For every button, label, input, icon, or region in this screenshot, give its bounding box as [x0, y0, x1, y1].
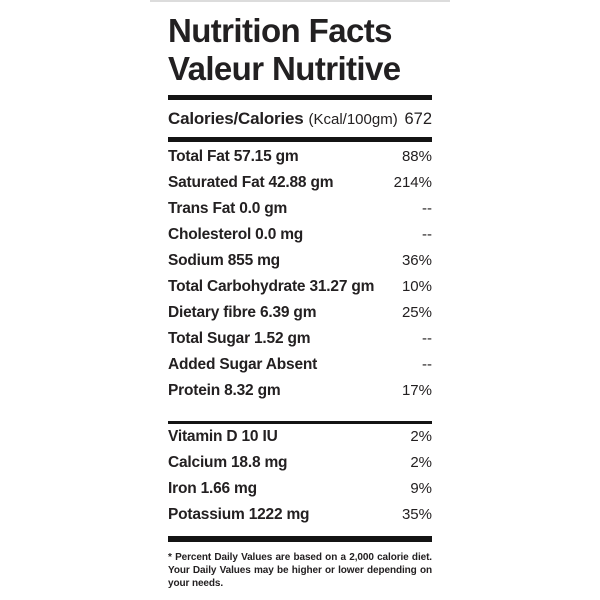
- nutrient-name: Protein 8.32 gm: [168, 382, 281, 399]
- nutrient-name: Added Sugar Absent: [168, 356, 318, 373]
- vitamin-row: Potassium 1222 mg 35%: [168, 506, 432, 532]
- nutrient-name: Total Fat 57.15 gm: [168, 148, 299, 165]
- nutrient-row: Protein 8.32 gm 17%: [168, 382, 432, 408]
- divider-thick-under-calories: [168, 137, 432, 142]
- nutrient-dv: 36%: [401, 252, 432, 269]
- image-top-edge: [150, 0, 450, 2]
- vitamin-dv: 2%: [410, 453, 432, 471]
- nutrient-dv: --: [422, 330, 432, 347]
- vitamin-row: Iron 1.66 mg 9%: [168, 480, 432, 506]
- nutrient-row: Sodium 855 mg 36%: [168, 252, 432, 278]
- nutrient-rows: Total Fat 57.15 gm 88% Saturated Fat 42.…: [168, 142, 432, 408]
- nutrient-row: Added Sugar Absent --: [168, 356, 432, 382]
- nutrition-label: Nutrition Facts Valeur Nutritive Calorie…: [168, 0, 432, 600]
- label-title: Nutrition Facts Valeur Nutritive: [168, 12, 432, 88]
- nutrient-name: Dietary fibre 6.39 gm: [168, 304, 317, 321]
- nutrient-row: Total Carbohydrate 31.27 gm 10%: [168, 278, 432, 304]
- vitamin-dv: 2%: [410, 427, 432, 445]
- nutrient-dv: 214%: [393, 174, 432, 191]
- nutrient-name: Saturated Fat 42.88 gm: [168, 174, 334, 191]
- title-line-french: Valeur Nutritive: [168, 50, 401, 87]
- vitamin-row: Vitamin D 10 IU 2%: [168, 428, 432, 454]
- calories-row: Calories/Calories (Kcal/100gm) 672: [168, 100, 432, 137]
- nutrient-row: Dietary fibre 6.39 gm 25%: [168, 304, 432, 330]
- vitamin-name: Vitamin D 10 IU: [168, 427, 278, 445]
- nutrient-dv: 88%: [401, 148, 432, 165]
- nutrient-row: Total Sugar 1.52 gm --: [168, 330, 432, 356]
- nutrient-name: Sodium 855 mg: [168, 252, 280, 269]
- vitamin-row: Calcium 18.8 mg 2%: [168, 454, 432, 480]
- vitamin-name: Potassium 1222 mg: [168, 505, 310, 523]
- nutrient-name: Cholesterol 0.0 mg: [168, 226, 304, 243]
- divider-thick-top: [168, 95, 432, 100]
- vitamin-name: Calcium 18.8 mg: [168, 453, 288, 471]
- vitamin-name: Iron 1.66 mg: [168, 479, 257, 497]
- divider-thin-vitamins: [168, 421, 432, 424]
- nutrient-dv: 25%: [401, 304, 432, 321]
- nutrient-dv: --: [422, 226, 432, 243]
- nutrient-dv: --: [422, 356, 432, 373]
- divider-thick-bottom: [168, 535, 432, 542]
- calories-label: Calories/Calories: [168, 109, 304, 128]
- nutrient-row: Trans Fat 0.0 gm --: [168, 200, 432, 226]
- title-line-english: Nutrition Facts: [168, 12, 392, 49]
- vitamin-rows: Vitamin D 10 IU 2% Calcium 18.8 mg 2% Ir…: [168, 424, 432, 532]
- nutrient-row: Cholesterol 0.0 mg --: [168, 226, 432, 252]
- nutrient-row: Total Fat 57.15 gm 88%: [168, 148, 432, 174]
- footnote: * Percent Daily Values are based on a 2,…: [168, 551, 432, 589]
- calories-unit: (Kcal/100gm): [308, 111, 398, 128]
- nutrient-name: Total Sugar 1.52 gm: [168, 330, 311, 347]
- nutrient-row: Saturated Fat 42.88 gm 214%: [168, 174, 432, 200]
- nutrient-name: Total Carbohydrate 31.27 gm: [168, 278, 375, 295]
- vitamin-dv: 35%: [401, 505, 432, 523]
- calories-value: 672: [404, 110, 432, 128]
- nutrient-dv: 17%: [401, 382, 432, 399]
- nutrient-dv: 10%: [401, 278, 432, 295]
- nutrient-dv: --: [422, 200, 432, 217]
- nutrient-name: Trans Fat 0.0 gm: [168, 200, 288, 217]
- vitamin-dv: 9%: [410, 479, 432, 497]
